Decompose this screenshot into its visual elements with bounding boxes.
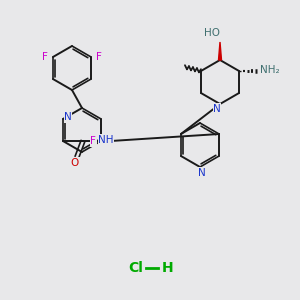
Text: F: F (96, 52, 102, 62)
Text: Cl: Cl (129, 261, 143, 275)
Text: F: F (90, 136, 96, 146)
Text: NH₂: NH₂ (260, 65, 280, 75)
Polygon shape (218, 42, 221, 60)
Text: N: N (64, 112, 72, 122)
Text: NH: NH (98, 135, 114, 145)
Text: F: F (42, 52, 48, 62)
Text: HO: HO (204, 28, 220, 38)
Text: N: N (213, 104, 221, 114)
Text: O: O (71, 158, 79, 168)
Text: H: H (162, 261, 174, 275)
Text: N: N (198, 168, 206, 178)
